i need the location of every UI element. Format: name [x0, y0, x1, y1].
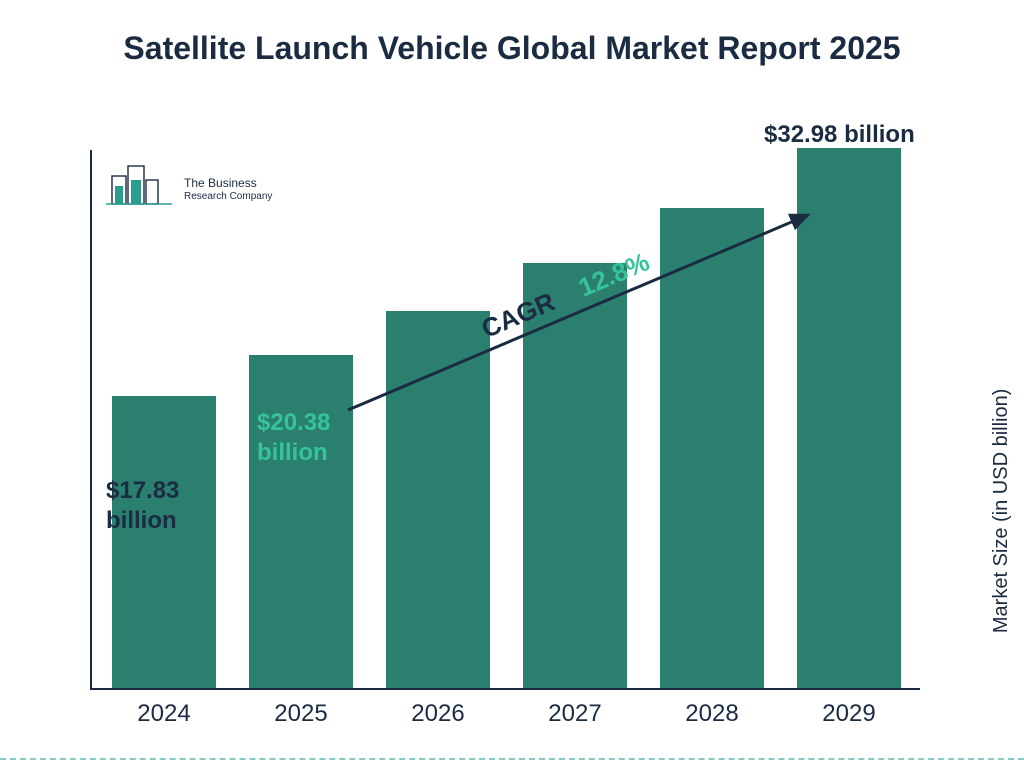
chart-title: Satellite Launch Vehicle Global Market R…	[0, 28, 1024, 68]
chart-plot-area: 202420252026202720282029 $17.83billion $…	[90, 150, 920, 690]
bar-2024: 2024	[112, 396, 216, 688]
value-label-2024: $17.83billion	[106, 476, 179, 536]
x-tick-label: 2026	[411, 700, 464, 728]
x-tick-label: 2027	[548, 700, 601, 728]
value-label-2025: $20.38billion	[257, 408, 330, 468]
bottom-divider	[0, 758, 1024, 760]
value-label-2029: $32.98 billion	[764, 120, 915, 150]
x-tick-label: 2028	[685, 700, 738, 728]
x-tick-label: 2025	[274, 700, 327, 728]
bar-2029: 2029	[797, 148, 901, 688]
x-tick-label: 2024	[137, 700, 190, 728]
cagr-arrow	[348, 210, 808, 420]
bar-2025: 2025	[249, 355, 353, 688]
x-tick-label: 2029	[822, 700, 875, 728]
cagr-annotation: CAGR 12.8%	[348, 210, 808, 410]
y-axis-title: Market Size (in USD billion)	[991, 389, 1014, 634]
